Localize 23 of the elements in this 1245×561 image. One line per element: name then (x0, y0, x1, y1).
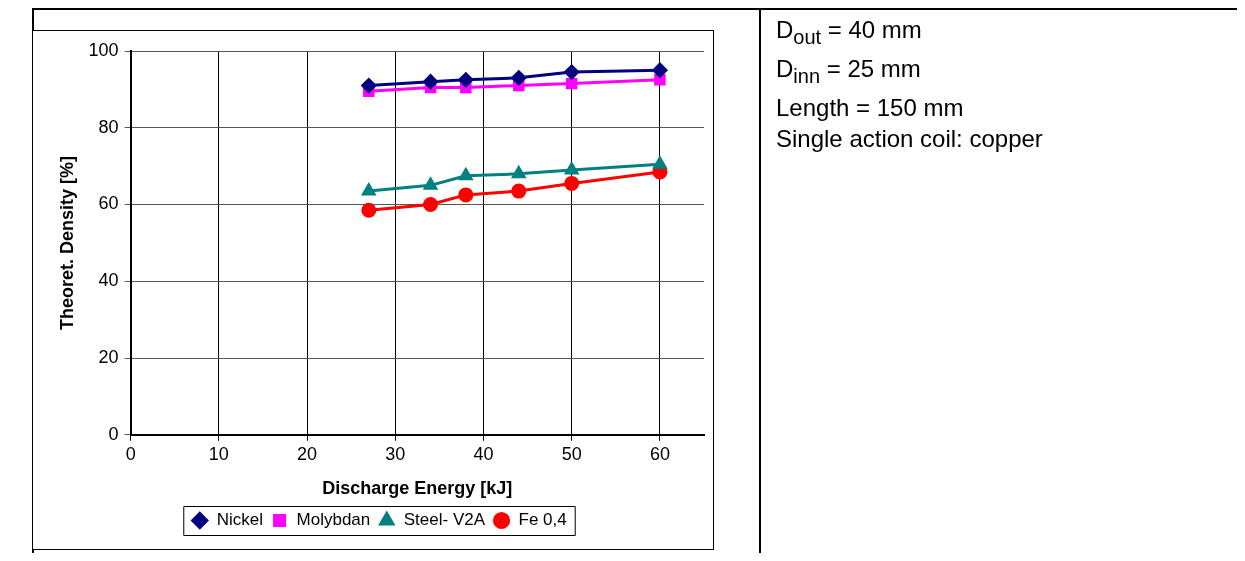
x-tick-label: 50 (561, 443, 582, 464)
y-tick-label: 60 (98, 193, 119, 214)
x-tick-label: 60 (649, 443, 670, 464)
y-tick-label: 20 (98, 347, 119, 368)
x-tick-label: 10 (208, 443, 229, 464)
legend-label: Fe 0,4 (518, 510, 567, 530)
y-axis-title: Theoret. Density [%] (56, 155, 77, 330)
text: D$_{out}$ = 40 mm (776, 15, 923, 50)
x-axis-title: Discharge Energy [kJ] (322, 478, 513, 499)
x-tick-label: 20 (297, 443, 318, 464)
x-tick-label: 40 (473, 443, 494, 464)
legend-label: Steel- V2A (403, 510, 486, 530)
y-tick-label: 40 (98, 270, 119, 291)
y-tick-label: 80 (98, 116, 119, 137)
legend-label: Molybdan (296, 510, 371, 530)
x-tick-label: 30 (385, 443, 406, 464)
y-tick-label: 0 (108, 423, 119, 444)
text: D$_{inn}$ = 25 mm (776, 53, 922, 89)
y-tick-label: 100 (88, 39, 119, 60)
text: Single action coil: copper (776, 123, 1043, 154)
x-tick-label: 0 (125, 443, 136, 464)
text: Length = 150 mm (776, 92, 965, 123)
legend-label: Nickel (216, 510, 264, 530)
